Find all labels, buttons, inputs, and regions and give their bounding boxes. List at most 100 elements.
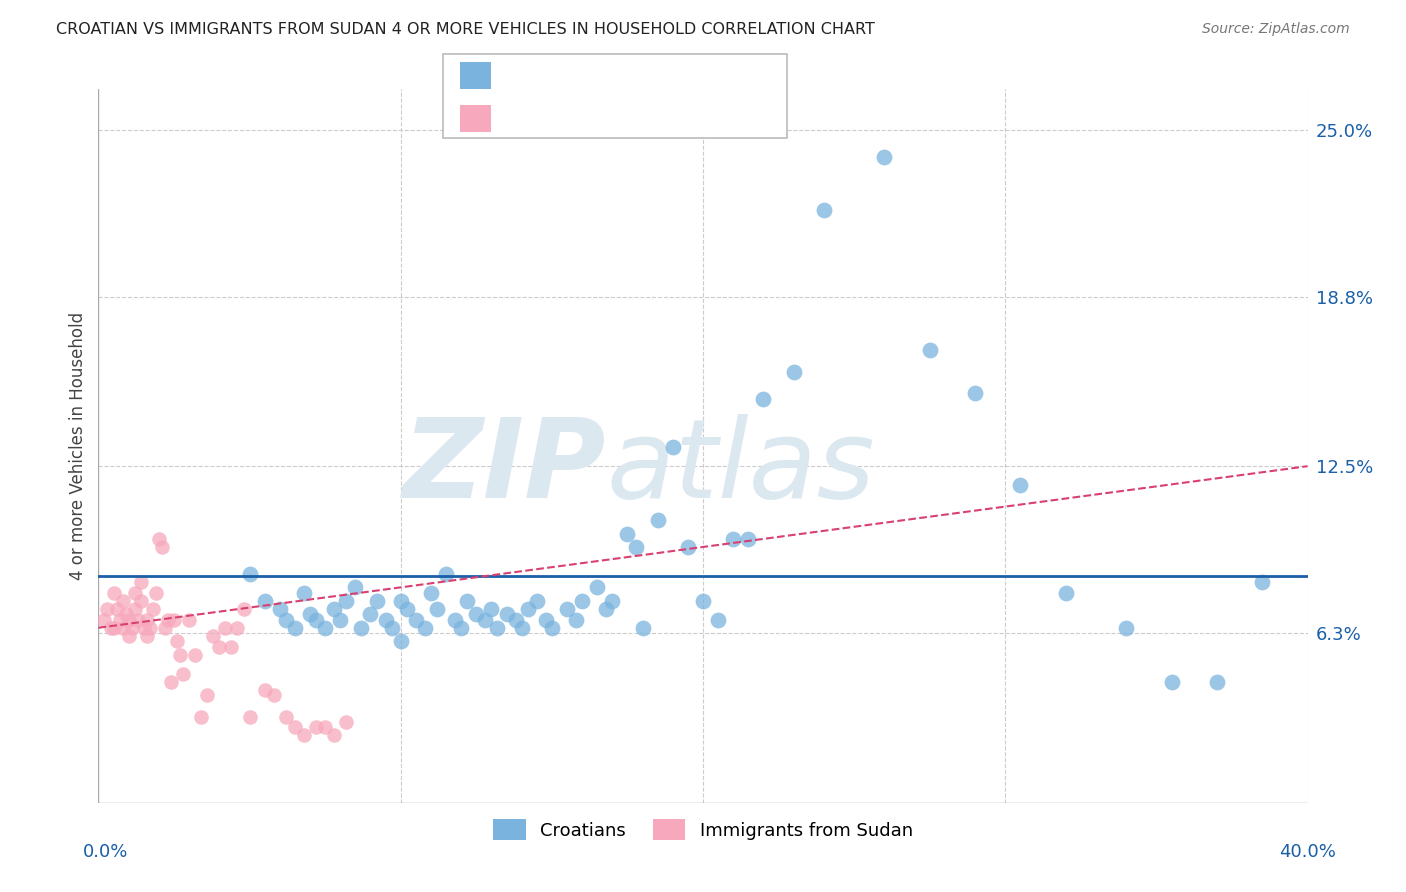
Point: [226, 621, 249, 635]
Point: [118, 613, 141, 627]
Point: [395, 602, 418, 616]
Point: [465, 607, 488, 622]
Point: [486, 621, 509, 635]
Point: [389, 634, 412, 648]
Point: [169, 648, 191, 662]
Point: [105, 602, 128, 616]
Point: [292, 729, 315, 743]
Point: [299, 607, 322, 622]
Point: [360, 607, 382, 622]
Point: [374, 613, 396, 627]
Point: [647, 513, 669, 527]
Point: [129, 594, 152, 608]
Text: 40.0%: 40.0%: [1279, 843, 1336, 861]
Point: [253, 682, 276, 697]
Text: 0.010: 0.010: [538, 67, 593, 85]
Text: R =: R =: [505, 67, 543, 85]
Point: [184, 648, 207, 662]
Point: [108, 613, 131, 627]
Point: [103, 621, 125, 635]
Text: 0.095: 0.095: [538, 110, 593, 128]
Point: [239, 566, 262, 581]
Point: [232, 602, 254, 616]
Point: [481, 602, 503, 616]
Point: [202, 629, 225, 643]
Point: [631, 621, 654, 635]
Point: [534, 613, 557, 627]
Point: [195, 688, 218, 702]
Point: [305, 720, 328, 734]
Point: [752, 392, 775, 406]
Point: [145, 586, 167, 600]
Point: [389, 594, 412, 608]
Point: [1054, 586, 1077, 600]
Point: [571, 594, 593, 608]
Point: [103, 586, 125, 600]
Text: N =: N =: [596, 110, 636, 128]
Point: [160, 674, 183, 689]
Point: [269, 602, 291, 616]
Point: [132, 621, 155, 635]
Text: ZIP: ZIP: [402, 414, 606, 521]
Point: [190, 709, 212, 723]
Point: [93, 613, 115, 627]
Point: [495, 607, 517, 622]
Text: 68: 68: [628, 67, 652, 85]
Point: [381, 621, 404, 635]
Point: [314, 720, 336, 734]
Point: [434, 566, 457, 581]
Point: [124, 602, 146, 616]
Point: [456, 594, 478, 608]
Point: [166, 634, 188, 648]
Point: [274, 613, 297, 627]
Point: [505, 613, 527, 627]
Point: [555, 602, 578, 616]
Point: [121, 621, 143, 635]
Point: [323, 602, 346, 616]
Text: 53: 53: [628, 110, 652, 128]
Point: [239, 709, 262, 723]
Point: [323, 729, 346, 743]
Point: [586, 580, 609, 594]
Point: [127, 613, 149, 627]
Text: CROATIAN VS IMMIGRANTS FROM SUDAN 4 OR MORE VEHICLES IN HOUSEHOLD CORRELATION CH: CROATIAN VS IMMIGRANTS FROM SUDAN 4 OR M…: [56, 22, 875, 37]
Point: [111, 594, 134, 608]
Point: [221, 640, 243, 654]
Point: [420, 586, 443, 600]
Point: [172, 666, 194, 681]
Point: [129, 574, 152, 589]
Point: [426, 602, 449, 616]
Point: [114, 607, 136, 622]
Point: [474, 613, 496, 627]
Point: [284, 621, 307, 635]
Point: [305, 613, 328, 627]
Point: [1010, 478, 1032, 492]
Point: [1206, 674, 1229, 689]
Point: [626, 540, 648, 554]
Point: [783, 365, 806, 379]
Point: [540, 621, 562, 635]
Point: [208, 640, 231, 654]
Point: [111, 621, 134, 635]
Point: [737, 532, 759, 546]
Point: [350, 621, 373, 635]
Point: [156, 613, 179, 627]
Point: [118, 629, 141, 643]
Point: [510, 621, 533, 635]
Point: [526, 594, 548, 608]
Text: Source: ZipAtlas.com: Source: ZipAtlas.com: [1202, 22, 1350, 37]
Point: [139, 621, 162, 635]
Point: [135, 629, 157, 643]
Point: [329, 613, 352, 627]
Point: [1115, 621, 1137, 635]
Point: [723, 532, 745, 546]
Point: [314, 621, 336, 635]
Y-axis label: 4 or more Vehicles in Household: 4 or more Vehicles in Household: [69, 312, 87, 580]
Point: [1251, 574, 1274, 589]
Point: [148, 532, 170, 546]
Point: [124, 586, 146, 600]
Point: [692, 594, 714, 608]
Point: [516, 602, 538, 616]
Point: [344, 580, 367, 594]
Point: [150, 540, 173, 554]
